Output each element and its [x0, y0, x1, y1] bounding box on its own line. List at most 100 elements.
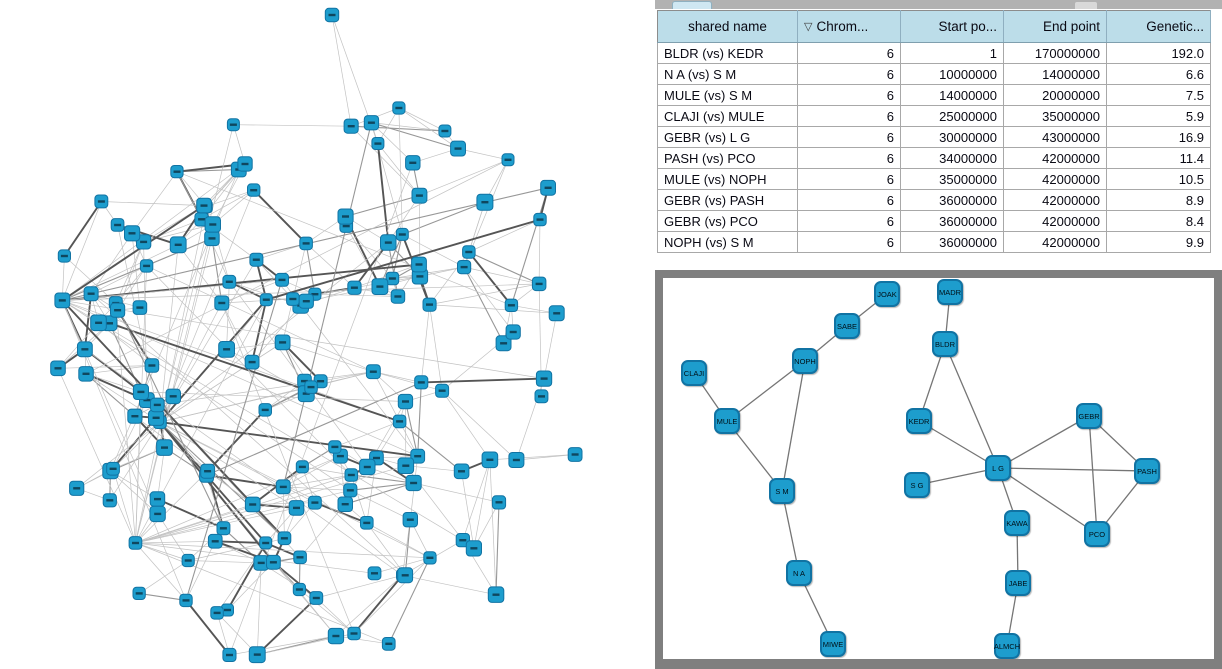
table-tab-fragment[interactable] — [672, 1, 712, 9]
cell-value[interactable]: 6 — [797, 126, 901, 148]
detail-edge[interactable] — [997, 467, 1148, 472]
cell-shared-name[interactable]: CLAJI (vs) MULE — [657, 105, 798, 127]
cell-value[interactable]: 6 — [797, 168, 901, 190]
cell-value[interactable]: 42000000 — [1003, 231, 1107, 253]
cell-value[interactable]: 7.5 — [1106, 84, 1211, 106]
table-row[interactable]: GEBR (vs) PCO 6 36000000 42000000 8.4 — [657, 210, 1211, 232]
table-row[interactable]: BLDR (vs) KEDR 6 1 170000000 192.0 — [657, 42, 1211, 64]
table-tab-fragment-idle[interactable] — [1075, 2, 1097, 9]
cell-shared-name[interactable]: GEBR (vs) L G — [657, 126, 798, 148]
detail-edge[interactable] — [726, 360, 806, 422]
detail-edge[interactable] — [781, 360, 806, 492]
detail-node[interactable]: JABE — [1005, 570, 1031, 596]
column-header-4[interactable]: End point — [1003, 10, 1107, 43]
cell-value[interactable]: 10.5 — [1106, 168, 1211, 190]
detail-node[interactable]: BLDR — [932, 331, 958, 357]
detail-node[interactable]: PASH — [1134, 458, 1160, 484]
cell-value[interactable]: 6 — [797, 231, 901, 253]
cell-value[interactable]: 16.9 — [1106, 126, 1211, 148]
detail-edge[interactable] — [781, 490, 800, 574]
cell-value[interactable]: 6 — [797, 42, 901, 64]
cell-value[interactable]: 25000000 — [900, 105, 1004, 127]
table-row[interactable]: MULE (vs) NOPH 6 35000000 42000000 10.5 — [657, 168, 1211, 190]
column-header-1[interactable]: shared name — [657, 10, 798, 43]
cell-value[interactable]: 43000000 — [1003, 126, 1107, 148]
cell-value[interactable]: 6 — [797, 210, 901, 232]
detail-edge[interactable] — [944, 343, 999, 469]
detail-node[interactable]: PCO — [1084, 521, 1110, 547]
detail-edge[interactable] — [997, 467, 1098, 535]
table-row[interactable]: CLAJI (vs) MULE 6 25000000 35000000 5.9 — [657, 105, 1211, 127]
cell-value[interactable]: 11.4 — [1106, 147, 1211, 169]
cell-value[interactable]: 36000000 — [900, 231, 1004, 253]
cell-shared-name[interactable]: BLDR (vs) KEDR — [657, 42, 798, 64]
detail-node[interactable]: MADR — [937, 279, 963, 305]
detail-node[interactable]: CLAJI — [681, 360, 707, 386]
detail-node[interactable]: S G — [904, 472, 930, 498]
cell-shared-name[interactable]: N A (vs) S M — [657, 63, 798, 85]
cell-value[interactable]: 30000000 — [900, 126, 1004, 148]
cell-value[interactable]: 192.0 — [1106, 42, 1211, 64]
detail-edge[interactable] — [918, 420, 999, 469]
cell-value[interactable]: 6 — [797, 84, 901, 106]
cell-value[interactable]: 14000000 — [900, 84, 1004, 106]
table-row[interactable]: N A (vs) S M 6 10000000 14000000 6.6 — [657, 63, 1211, 85]
cell-value[interactable]: 6 — [797, 189, 901, 211]
detail-node[interactable]: KEDR — [906, 408, 932, 434]
table-row[interactable]: GEBR (vs) L G 6 30000000 43000000 16.9 — [657, 126, 1211, 148]
cell-shared-name[interactable]: NOPH (vs) S M — [657, 231, 798, 253]
cell-value[interactable]: 6 — [797, 147, 901, 169]
cell-value[interactable]: 14000000 — [1003, 63, 1107, 85]
detail-edge[interactable] — [916, 467, 999, 486]
detail-edge[interactable] — [1088, 415, 1098, 535]
detail-node[interactable]: L G — [985, 455, 1011, 481]
cell-value[interactable]: 34000000 — [900, 147, 1004, 169]
cell-shared-name[interactable]: GEBR (vs) PCO — [657, 210, 798, 232]
cell-value[interactable]: 9.9 — [1106, 231, 1211, 253]
detail-node[interactable]: KAWA — [1004, 510, 1030, 536]
detail-node[interactable]: SABE — [834, 313, 860, 339]
cell-value[interactable]: 42000000 — [1003, 210, 1107, 232]
cell-value[interactable]: 35000000 — [900, 168, 1004, 190]
filter-icon[interactable]: ▽ — [804, 21, 813, 33]
table-row[interactable]: PASH (vs) PCO 6 34000000 42000000 11.4 — [657, 147, 1211, 169]
column-header-5[interactable]: Genetic... — [1106, 10, 1211, 43]
detail-node[interactable]: JOAK — [874, 281, 900, 307]
cell-shared-name[interactable]: MULE (vs) S M — [657, 84, 798, 106]
overview-edge — [139, 560, 189, 594]
cell-value[interactable]: 8.4 — [1106, 210, 1211, 232]
detail-node[interactable]: MULE — [714, 408, 740, 434]
column-header-2[interactable]: ▽ Chrom... — [797, 10, 901, 43]
table-row[interactable]: GEBR (vs) PASH 6 36000000 42000000 8.9 — [657, 189, 1211, 211]
detail-node[interactable]: MIWE — [820, 631, 846, 657]
cell-value[interactable]: 36000000 — [900, 210, 1004, 232]
cell-value[interactable]: 36000000 — [900, 189, 1004, 211]
detail-edge[interactable] — [997, 415, 1090, 469]
detail-node[interactable]: NOPH — [792, 348, 818, 374]
column-header-3[interactable]: Start po... — [900, 10, 1004, 43]
cell-shared-name[interactable]: MULE (vs) NOPH — [657, 168, 798, 190]
cell-value[interactable]: 8.9 — [1106, 189, 1211, 211]
cell-value[interactable]: 42000000 — [1003, 147, 1107, 169]
cell-value[interactable]: 170000000 — [1003, 42, 1107, 64]
cell-value[interactable]: 5.9 — [1106, 105, 1211, 127]
cell-value[interactable]: 42000000 — [1003, 189, 1107, 211]
detail-node[interactable]: ALMCH — [994, 633, 1020, 659]
detail-node[interactable]: S M — [769, 478, 795, 504]
cell-shared-name[interactable]: GEBR (vs) PASH — [657, 189, 798, 211]
cell-value[interactable]: 42000000 — [1003, 168, 1107, 190]
cell-value[interactable]: 6.6 — [1106, 63, 1211, 85]
network-overview-canvas[interactable] — [0, 0, 655, 669]
detail-node[interactable]: GEBR — [1076, 403, 1102, 429]
detail-node[interactable]: N A — [786, 560, 812, 586]
cell-value[interactable]: 6 — [797, 105, 901, 127]
cell-value[interactable]: 20000000 — [1003, 84, 1107, 106]
cell-value[interactable]: 10000000 — [900, 63, 1004, 85]
cell-value[interactable]: 35000000 — [1003, 105, 1107, 127]
table-row[interactable]: NOPH (vs) S M 6 36000000 42000000 9.9 — [657, 231, 1211, 253]
table-row[interactable]: MULE (vs) S M 6 14000000 20000000 7.5 — [657, 84, 1211, 106]
network-detail-canvas[interactable]: JOAK MADR SABE BLDR NOPH CLAJI MULE KEDR GEBR L G… — [663, 278, 1214, 659]
cell-shared-name[interactable]: PASH (vs) PCO — [657, 147, 798, 169]
cell-value[interactable]: 6 — [797, 63, 901, 85]
cell-value[interactable]: 1 — [900, 42, 1004, 64]
